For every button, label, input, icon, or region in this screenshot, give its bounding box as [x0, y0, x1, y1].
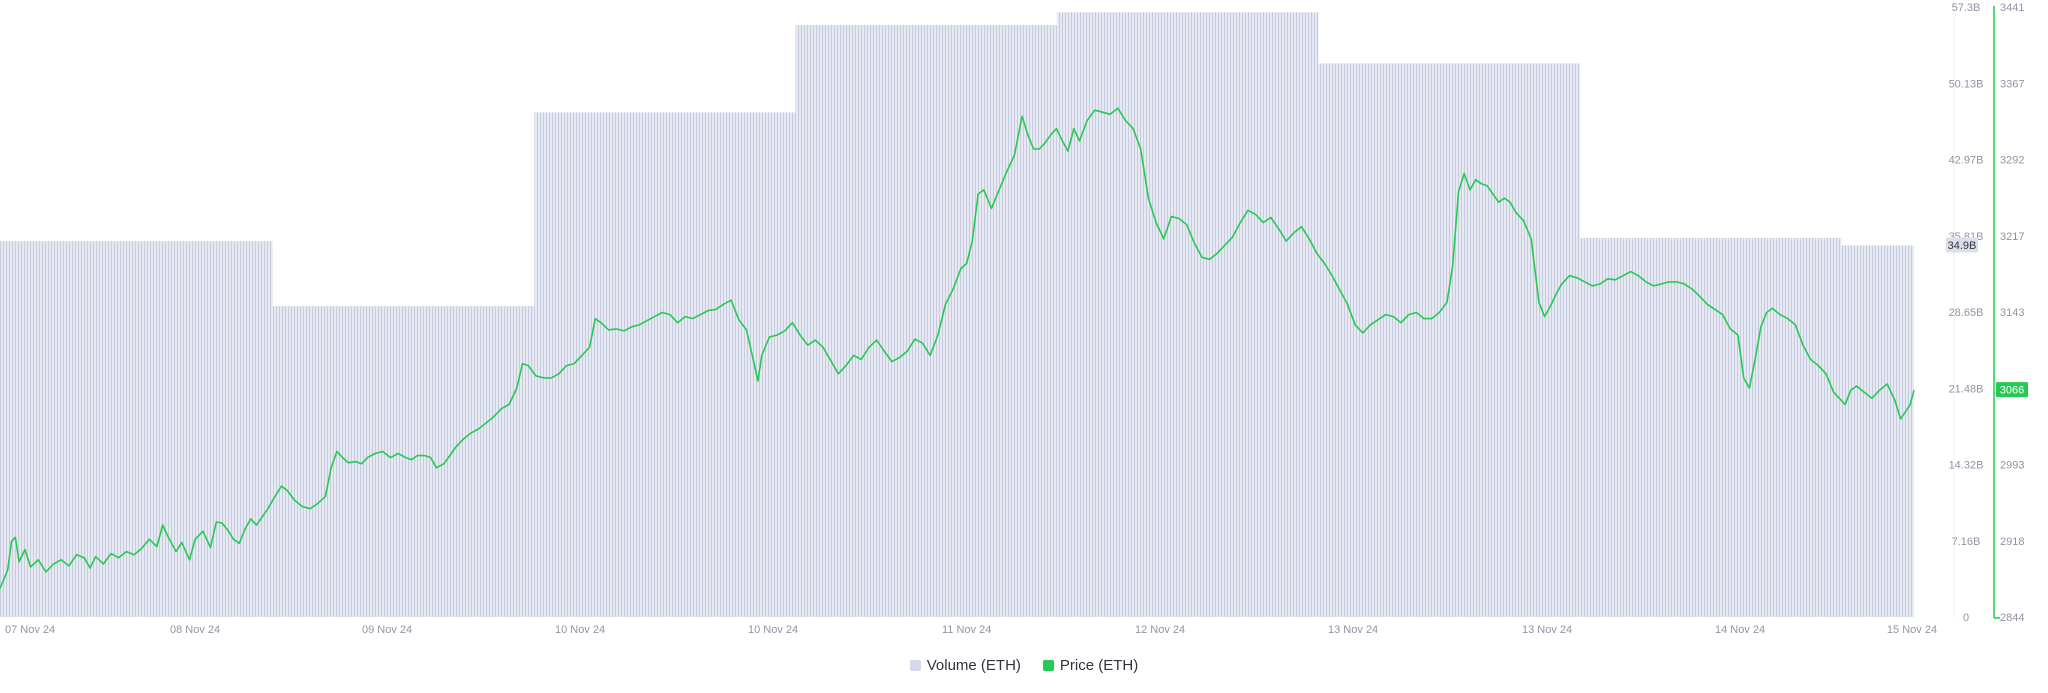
- volume-current-label: 34.9B: [1948, 240, 1977, 252]
- volume-tick-label: 50.13B: [1949, 78, 1984, 90]
- volume-tick-label: 0: [1963, 612, 1969, 624]
- axes-layer: 07.16B14.32B21.48B28.65B35.81B42.97B50.1…: [1946, 2, 2028, 624]
- volume-bar-4: [1056, 12, 1319, 617]
- price-tick-label: 2993: [2000, 460, 2024, 472]
- volume-bar-0: [0, 241, 273, 617]
- volume-bar-7: [1841, 245, 1914, 617]
- legend-volume-label: Volume (ETH): [926, 657, 1021, 674]
- volume-tick-label: 21.48B: [1949, 383, 1984, 395]
- volume-current-badge: [1946, 237, 1978, 253]
- volume-tick-label: 42.97B: [1949, 155, 1984, 167]
- x-tick-label: 09 Nov 24: [362, 624, 412, 636]
- x-tick-label: 13 Nov 24: [1328, 624, 1378, 636]
- legend-price[interactable]: Price (ETH): [1042, 657, 1139, 674]
- price-tick-label: 2918: [2000, 536, 2024, 548]
- legend: Volume (ETH) Price (ETH): [0, 657, 2048, 674]
- legend-volume[interactable]: Volume (ETH): [909, 657, 1021, 674]
- price-tick-label: 2844: [2000, 612, 2024, 624]
- volume-bar-1: [272, 306, 535, 617]
- price-tick-label: 3367: [2000, 78, 2024, 90]
- volume-bar-2: [534, 112, 796, 617]
- x-tick-label: 14 Nov 24: [1715, 624, 1765, 636]
- x-axis-ticks: 07 Nov 24 08 Nov 24 09 Nov 24 10 Nov 24 10 N…: [5, 624, 1937, 636]
- volume-tick-label: 28.65B: [1949, 307, 1984, 319]
- volume-tick-label: 7.16B: [1952, 536, 1981, 548]
- volume-tick-label: 57.3B: [1952, 2, 1981, 14]
- x-tick-label: 15 Nov 24: [1887, 624, 1937, 636]
- price-tick-label: 3441: [2000, 2, 2024, 14]
- price-line: [0, 107, 1915, 589]
- x-tick-label: 10 Nov 24: [555, 624, 605, 636]
- volume-series: [0, 12, 1914, 618]
- legend-price-label: Price (ETH): [1059, 657, 1139, 674]
- price-tick-label: 3292: [2000, 155, 2024, 167]
- legend-price-swatch: [1042, 660, 1054, 671]
- x-tick-label: 10 Nov 24: [748, 624, 798, 636]
- volume-tick-label: 14.32B: [1949, 460, 1984, 472]
- volume-bar-5: [1318, 63, 1580, 617]
- legend-volume-swatch: [909, 660, 921, 671]
- x-tick-label: 07 Nov 24: [5, 624, 55, 636]
- x-tick-label: 13 Nov 24: [1522, 624, 1572, 636]
- volume-bar-6: [1579, 238, 1842, 618]
- x-tick-label: 08 Nov 24: [170, 624, 220, 636]
- price-tick-label: 3217: [2000, 231, 2024, 243]
- volume-bar-3: [795, 25, 1057, 618]
- price-series: [0, 107, 1915, 589]
- price-tick-label: 3143: [2000, 307, 2024, 319]
- price-current-badge: [1996, 382, 2028, 398]
- x-tick-label: 12 Nov 24: [1135, 624, 1185, 636]
- x-tick-label: 11 Nov 24: [942, 624, 991, 636]
- price-current-label: 3066: [2000, 385, 2024, 397]
